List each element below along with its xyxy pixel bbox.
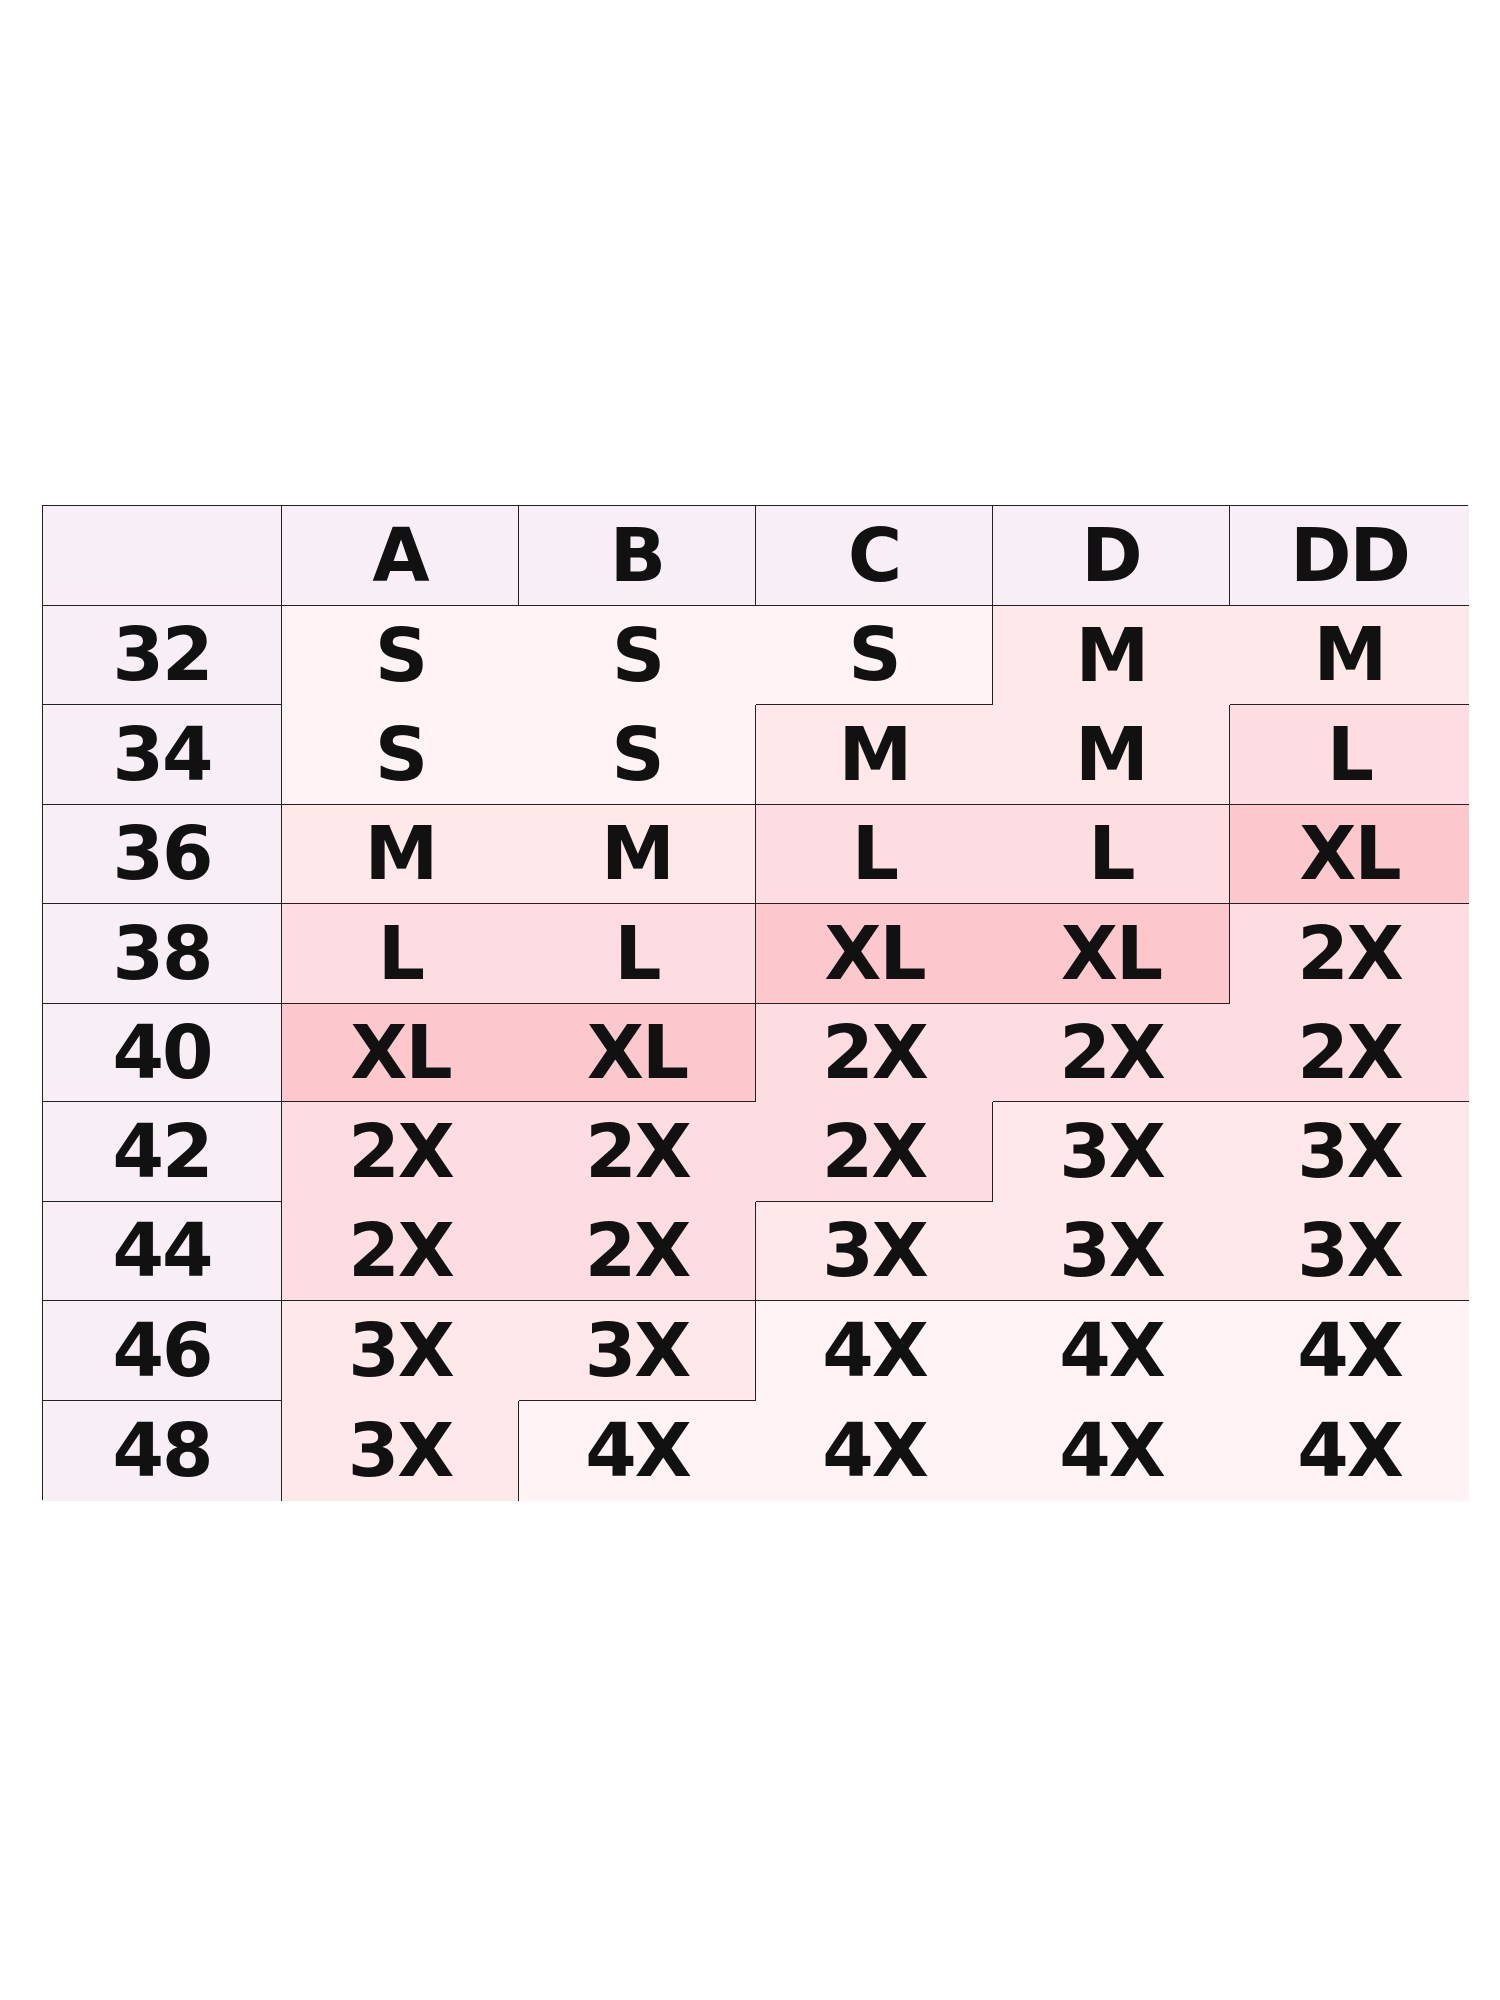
size-cell: 2X xyxy=(756,1102,993,1202)
size-cell: 2X xyxy=(1230,904,1469,1004)
size-cell: M xyxy=(993,705,1230,805)
size-cell: 2X xyxy=(1230,1004,1469,1102)
size-cell: S xyxy=(282,705,519,805)
size-cell: 3X xyxy=(282,1301,519,1401)
cup-header-b: B xyxy=(519,506,756,606)
size-cell: 4X xyxy=(756,1301,993,1401)
size-cell: 2X xyxy=(519,1102,756,1202)
size-cell: 3X xyxy=(756,1202,993,1301)
size-cell: 4X xyxy=(519,1401,756,1501)
size-cell: M xyxy=(1230,606,1469,705)
size-cell: XL xyxy=(1230,805,1469,904)
band-header-40: 40 xyxy=(43,1004,282,1102)
band-header-48: 48 xyxy=(43,1401,282,1501)
size-cell: L xyxy=(282,904,519,1004)
size-cell: XL xyxy=(993,904,1230,1004)
size-cell: S xyxy=(519,705,756,805)
band-header-38: 38 xyxy=(43,904,282,1004)
size-cell: L xyxy=(756,805,993,904)
size-cell: S xyxy=(519,606,756,705)
band-header-46: 46 xyxy=(43,1301,282,1401)
size-cell: M xyxy=(282,805,519,904)
size-cell: XL xyxy=(519,1004,756,1102)
size-cell: L xyxy=(993,805,1230,904)
size-cell: S xyxy=(756,606,993,705)
size-cell: 2X xyxy=(993,1004,1230,1102)
cup-header-d: D xyxy=(993,506,1230,606)
bra-size-chart: A B C D DD 32 34 36 38 40 42 44 46 48 S S S M M S S M M L M M L L XL… xyxy=(42,505,1469,1501)
band-header-44: 44 xyxy=(43,1202,282,1301)
cup-header-a: A xyxy=(282,506,519,606)
band-header-32: 32 xyxy=(43,606,282,705)
band-header-34: 34 xyxy=(43,705,282,805)
size-cell: 2X xyxy=(519,1202,756,1301)
size-cell: S xyxy=(282,606,519,705)
size-cell: XL xyxy=(756,904,993,1004)
size-cell: 3X xyxy=(1230,1102,1469,1202)
size-cell: M xyxy=(519,805,756,904)
size-cell: M xyxy=(756,705,993,805)
size-cell: 4X xyxy=(1230,1301,1469,1401)
size-cell: 3X xyxy=(1230,1202,1469,1301)
size-cell: 4X xyxy=(1230,1401,1469,1501)
corner-cell xyxy=(43,506,282,606)
size-cell: 3X xyxy=(993,1102,1230,1202)
cup-header-dd: DD xyxy=(1230,506,1469,606)
size-cell: 4X xyxy=(756,1401,993,1501)
cup-header-c: C xyxy=(756,506,993,606)
size-cell: XL xyxy=(282,1004,519,1102)
size-cell: 4X xyxy=(993,1301,1230,1401)
band-header-36: 36 xyxy=(43,805,282,904)
size-cell: 2X xyxy=(756,1004,993,1102)
size-cell: 3X xyxy=(282,1401,519,1501)
size-cell: 3X xyxy=(993,1202,1230,1301)
size-cell: 4X xyxy=(993,1401,1230,1501)
size-cell: 3X xyxy=(519,1301,756,1401)
size-cell: L xyxy=(1230,705,1469,805)
band-header-42: 42 xyxy=(43,1102,282,1202)
size-cell: 2X xyxy=(282,1202,519,1301)
size-cell: M xyxy=(993,606,1230,705)
size-cell: 2X xyxy=(282,1102,519,1202)
size-cell: L xyxy=(519,904,756,1004)
